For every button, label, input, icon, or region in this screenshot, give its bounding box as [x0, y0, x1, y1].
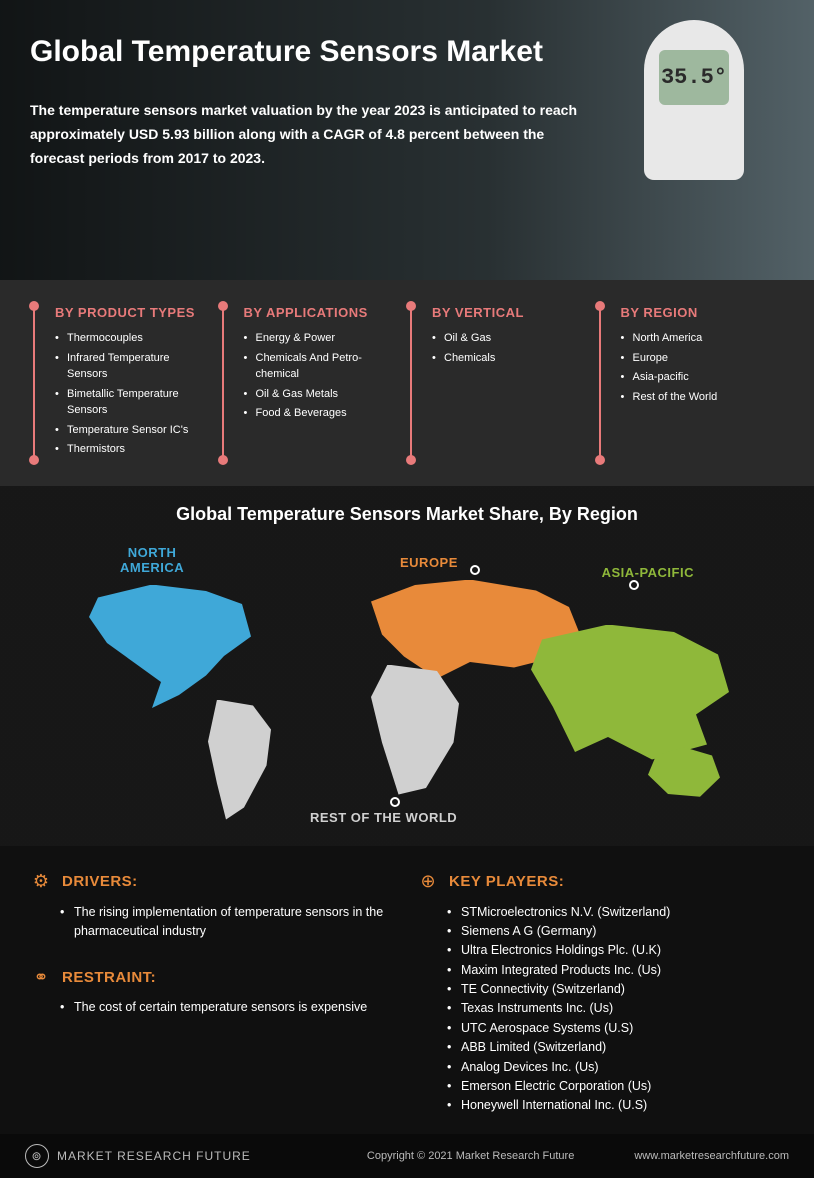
segment-item: Chemicals And Petro-chemical	[244, 350, 398, 383]
list-item: Emerson Electric Corporation (Us)	[447, 1077, 784, 1096]
page-subtitle: The temperature sensors market valuation…	[30, 99, 590, 170]
link-icon: ⚭	[30, 966, 52, 988]
target-icon: ⊕	[417, 871, 439, 893]
segment-heading: BY REGION	[621, 305, 775, 320]
drivers-heading: DRIVERS:	[62, 873, 138, 890]
segment-item: Chemicals	[432, 350, 586, 367]
segment-heading: BY VERTICAL	[432, 305, 586, 320]
restraint-block: ⚭ RESTRAINT: The cost of certain tempera…	[30, 966, 397, 1017]
list-item: Maxim Integrated Products Inc. (Us)	[447, 961, 784, 980]
key-players-block: ⊕ KEY PLAYERS: STMicroelectronics N.V. (…	[417, 871, 784, 1114]
world-map: NORTHAMERICA EUROPE ASIA-PACIFIC REST OF…	[30, 535, 784, 825]
list-item: UTC Aerospace Systems (U.S)	[447, 1019, 784, 1038]
map-marker	[470, 565, 480, 575]
key-players-heading: KEY PLAYERS:	[449, 873, 564, 890]
brand-icon: ⊚	[25, 1144, 49, 1168]
brand-name: MARKET RESEARCH FUTURE	[57, 1149, 251, 1163]
label-north-america: NORTHAMERICA	[120, 545, 184, 575]
list-item: ABB Limited (Switzerland)	[447, 1038, 784, 1057]
segments-row: BY PRODUCT TYPES Thermocouples Infrared T…	[0, 280, 814, 486]
page-title: Global Temperature Sensors Market	[30, 35, 590, 69]
segment-item: Temperature Sensor IC's	[55, 422, 209, 439]
segment-item: Asia-pacific	[621, 369, 775, 386]
list-item: Texas Instruments Inc. (Us)	[447, 999, 784, 1018]
footer: ⊚ MARKET RESEARCH FUTURE Copyright © 202…	[0, 1134, 814, 1178]
map-section: Global Temperature Sensors Market Share,…	[0, 486, 814, 846]
list-item: TE Connectivity (Switzerland)	[447, 980, 784, 999]
segment-item: Energy & Power	[244, 330, 398, 347]
continent-asia	[520, 625, 740, 775]
bottom-section: ⚙ DRIVERS: The rising implementation of …	[0, 846, 814, 1134]
thermometer-device: 35.5°	[624, 20, 764, 200]
drivers-block: ⚙ DRIVERS: The rising implementation of …	[30, 871, 397, 942]
label-asia-pacific: ASIA-PACIFIC	[602, 565, 694, 580]
segment-item: North America	[621, 330, 775, 347]
map-marker	[390, 797, 400, 807]
segment-column: BY VERTICAL Oil & Gas Chemicals	[407, 305, 596, 461]
footer-copyright: Copyright © 2021 Market Research Future	[367, 1150, 574, 1162]
device-reading: 35.5°	[659, 50, 729, 105]
list-item: Analog Devices Inc. (Us)	[447, 1058, 784, 1077]
segment-item: Thermocouples	[55, 330, 209, 347]
segment-item: Bimetallic Temperature Sensors	[55, 386, 209, 419]
segment-heading: BY APPLICATIONS	[244, 305, 398, 320]
list-item: Siemens A G (Germany)	[447, 922, 784, 941]
label-europe: EUROPE	[400, 555, 458, 570]
footer-brand: ⊚ MARKET RESEARCH FUTURE	[25, 1144, 251, 1168]
map-marker	[629, 580, 639, 590]
continent-south-america	[190, 700, 280, 820]
restraint-heading: RESTRAINT:	[62, 969, 156, 986]
list-item: Honeywell International Inc. (U.S)	[447, 1096, 784, 1115]
segment-item: Rest of the World	[621, 389, 775, 406]
segment-item: Thermistors	[55, 441, 209, 458]
list-item: Ultra Electronics Holdings Plc. (U.K)	[447, 941, 784, 960]
gear-icon: ⚙	[30, 871, 52, 893]
list-item: The rising implementation of temperature…	[60, 903, 397, 942]
segment-column: BY PRODUCT TYPES Thermocouples Infrared T…	[30, 305, 219, 461]
segment-heading: BY PRODUCT TYPES	[55, 305, 209, 320]
segment-item: Oil & Gas Metals	[244, 386, 398, 403]
list-item: STMicroelectronics N.V. (Switzerland)	[447, 903, 784, 922]
segment-column: BY REGION North America Europe Asia-pacifi…	[596, 305, 785, 461]
segment-item: Europe	[621, 350, 775, 367]
segment-item: Food & Beverages	[244, 405, 398, 422]
segment-item: Infrared Temperature Sensors	[55, 350, 209, 383]
continent-north-america	[80, 585, 260, 715]
map-title: Global Temperature Sensors Market Share,…	[30, 504, 784, 525]
list-item: The cost of certain temperature sensors …	[60, 998, 397, 1017]
label-rest-of-world: REST OF THE WORLD	[310, 810, 457, 825]
segment-column: BY APPLICATIONS Energy & Power Chemicals …	[219, 305, 408, 461]
segment-item: Oil & Gas	[432, 330, 586, 347]
hero-section: 35.5° Global Temperature Sensors Market …	[0, 0, 814, 280]
footer-url: www.marketresearchfuture.com	[634, 1150, 789, 1162]
continent-africa	[360, 665, 470, 795]
